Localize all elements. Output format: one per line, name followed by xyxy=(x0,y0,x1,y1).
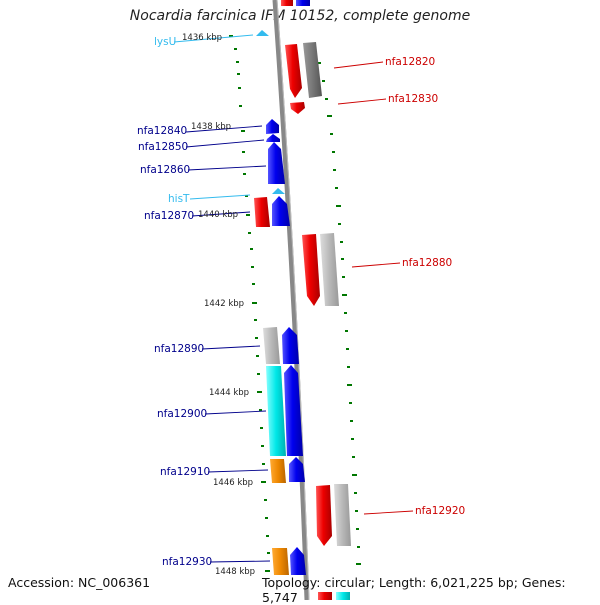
kbp-label: 1448 kbp xyxy=(215,567,255,577)
gene-label-lysU[interactable]: lysU xyxy=(154,36,176,48)
gene-bottom-partial[interactable] xyxy=(318,592,350,600)
gene-label-nfa12840[interactable]: nfa12840 xyxy=(137,125,187,137)
gene-label-nfa12930[interactable]: nfa12930 xyxy=(162,556,212,568)
gene-label-nfa12890[interactable]: nfa12890 xyxy=(154,343,204,355)
gene-nfa12870[interactable] xyxy=(272,196,290,226)
trna-hisT-arrow[interactable] xyxy=(272,188,285,194)
kbp-label: 1446 kbp xyxy=(213,478,253,488)
gene-labels: lysU nfa12820 nfa12830 nfa12840 nfa12850… xyxy=(137,36,465,568)
gene-top-partial[interactable] xyxy=(281,0,310,6)
gene-nfa12920[interactable] xyxy=(316,485,332,546)
gene-nfa12820-homolog[interactable] xyxy=(303,42,322,98)
gene-label-nfa12870[interactable]: nfa12870 xyxy=(144,210,194,222)
gene-label-nfa12860[interactable]: nfa12860 xyxy=(140,164,190,176)
accession-text: Accession: NC_006361 xyxy=(8,575,151,590)
genome-backbone xyxy=(272,0,310,600)
gene-nfa12890-homolog[interactable] xyxy=(263,327,280,364)
tick-ring-inner xyxy=(229,35,270,572)
gene-label-nfa12850[interactable]: nfa12850 xyxy=(138,141,188,153)
gene-nfa12920-homolog[interactable] xyxy=(334,484,351,546)
gene-nfa12840[interactable] xyxy=(266,119,279,134)
kbp-label: 1436 kbp xyxy=(182,33,222,43)
kbp-label: 1442 kbp xyxy=(204,299,244,309)
gene-nfa12930-homolog[interactable] xyxy=(272,548,289,575)
gene-nfa12850[interactable] xyxy=(266,134,280,142)
gene-label-nfa12880[interactable]: nfa12880 xyxy=(402,257,452,269)
label-leader-lines xyxy=(173,34,414,563)
gene-label-nfa12910[interactable]: nfa12910 xyxy=(160,466,210,478)
map-title: Nocardia farcinica IFM 10152, complete g… xyxy=(129,8,471,24)
kbp-label: 1438 kbp xyxy=(191,122,231,132)
tick-ring-outer xyxy=(318,62,361,565)
gene-label-nfa12900[interactable]: nfa12900 xyxy=(157,408,207,420)
gene-nfa12900[interactable] xyxy=(284,365,303,456)
gene-nfa12900-homolog[interactable] xyxy=(266,366,286,456)
topology-text: Topology: circular; Length: 6,021,225 bp… xyxy=(262,575,566,605)
gene-nfa12870-partner[interactable] xyxy=(254,197,270,227)
gene-label-nfa12920[interactable]: nfa12920 xyxy=(415,505,465,517)
kbp-label: 1440 kbp xyxy=(198,210,238,220)
gene-nfa12910[interactable] xyxy=(289,457,305,482)
gene-nfa12860[interactable] xyxy=(268,142,285,184)
gene-label-nfa12830[interactable]: nfa12830 xyxy=(388,93,438,105)
trna-lysU-arrow[interactable] xyxy=(256,30,269,36)
gene-nfa12910-homolog[interactable] xyxy=(270,459,286,483)
gene-nfa12820[interactable] xyxy=(285,44,302,98)
gene-nfa12880-homolog[interactable] xyxy=(320,233,339,306)
gene-nfa12830[interactable] xyxy=(290,102,305,114)
gene-nfa12880[interactable] xyxy=(302,234,320,306)
kbp-tick-labels: 1436 kbp 1438 kbp 1440 kbp 1442 kbp 1444… xyxy=(182,33,255,577)
kbp-label: 1444 kbp xyxy=(209,388,249,398)
gene-label-hisT[interactable]: hisT xyxy=(168,193,190,205)
gene-nfa12930[interactable] xyxy=(290,547,306,575)
gene-label-nfa12820[interactable]: nfa12820 xyxy=(385,56,435,68)
gene-nfa12890[interactable] xyxy=(282,327,299,364)
